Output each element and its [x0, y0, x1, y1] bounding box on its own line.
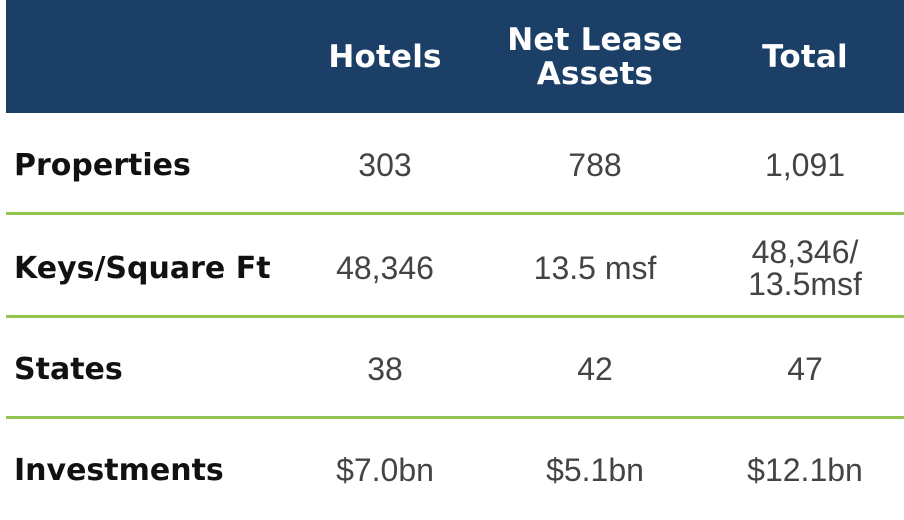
cell-value: 13.5 msf	[533, 250, 657, 286]
table-row: States 38 42 47	[6, 319, 904, 419]
row-divider	[6, 212, 904, 215]
cell-value: 13.5msf	[748, 266, 862, 302]
row-label: Investments	[14, 452, 224, 488]
table-cell: 788	[490, 115, 700, 215]
column-header-net-lease-assets: Net Lease Assets	[490, 0, 700, 113]
column-header-line: Total	[762, 38, 848, 75]
cell-value: $5.1bn	[546, 452, 644, 488]
row-label: Keys/Square Ft	[14, 250, 271, 286]
row-label: Properties	[14, 147, 191, 183]
table-cell: 42	[490, 319, 700, 419]
cell-value: 303	[358, 147, 412, 183]
cell-value: 42	[577, 351, 613, 387]
column-header-total: Total	[700, 0, 904, 113]
row-label: States	[14, 351, 123, 387]
data-table: Hotels Net Lease Assets Total Properties…	[6, 0, 904, 488]
table-cell: 1,091	[700, 115, 904, 215]
column-header-line: Assets	[536, 55, 654, 92]
table-header: Hotels Net Lease Assets Total	[6, 0, 904, 113]
cell-value: 1,091	[764, 147, 846, 183]
cell-value: $12.1bn	[747, 452, 863, 488]
column-header-hotels: Hotels	[280, 0, 490, 113]
table-cell: 38	[280, 319, 490, 419]
table-row: Keys/Square Ft 48,346 13.5 msf 48,346/ 1…	[6, 218, 904, 318]
column-header-line: Net Lease	[507, 21, 683, 58]
table-cell: $12.1bn	[700, 420, 904, 520]
table-cell: 13.5 msf	[490, 218, 700, 318]
cell-value: 38	[367, 351, 403, 387]
table-cell: 48,346	[280, 218, 490, 318]
table-cell: $5.1bn	[490, 420, 700, 520]
table-cell: 47	[700, 319, 904, 419]
table-cell: $7.0bn	[280, 420, 490, 520]
cell-value: 788	[568, 147, 622, 183]
table-row: Properties 303 788 1,091	[6, 115, 904, 215]
table-cell: 48,346/ 13.5msf	[700, 218, 904, 318]
cell-value: $7.0bn	[336, 452, 434, 488]
table-cell: 303	[280, 115, 490, 215]
cell-value: 48,346/	[751, 234, 859, 270]
cell-value: 48,346	[336, 250, 434, 286]
column-header-line: Hotels	[328, 38, 442, 75]
row-divider	[6, 416, 904, 419]
cell-value: 47	[787, 351, 823, 387]
table-row: Investments $7.0bn $5.1bn $12.1bn	[6, 420, 904, 520]
row-divider	[6, 315, 904, 318]
